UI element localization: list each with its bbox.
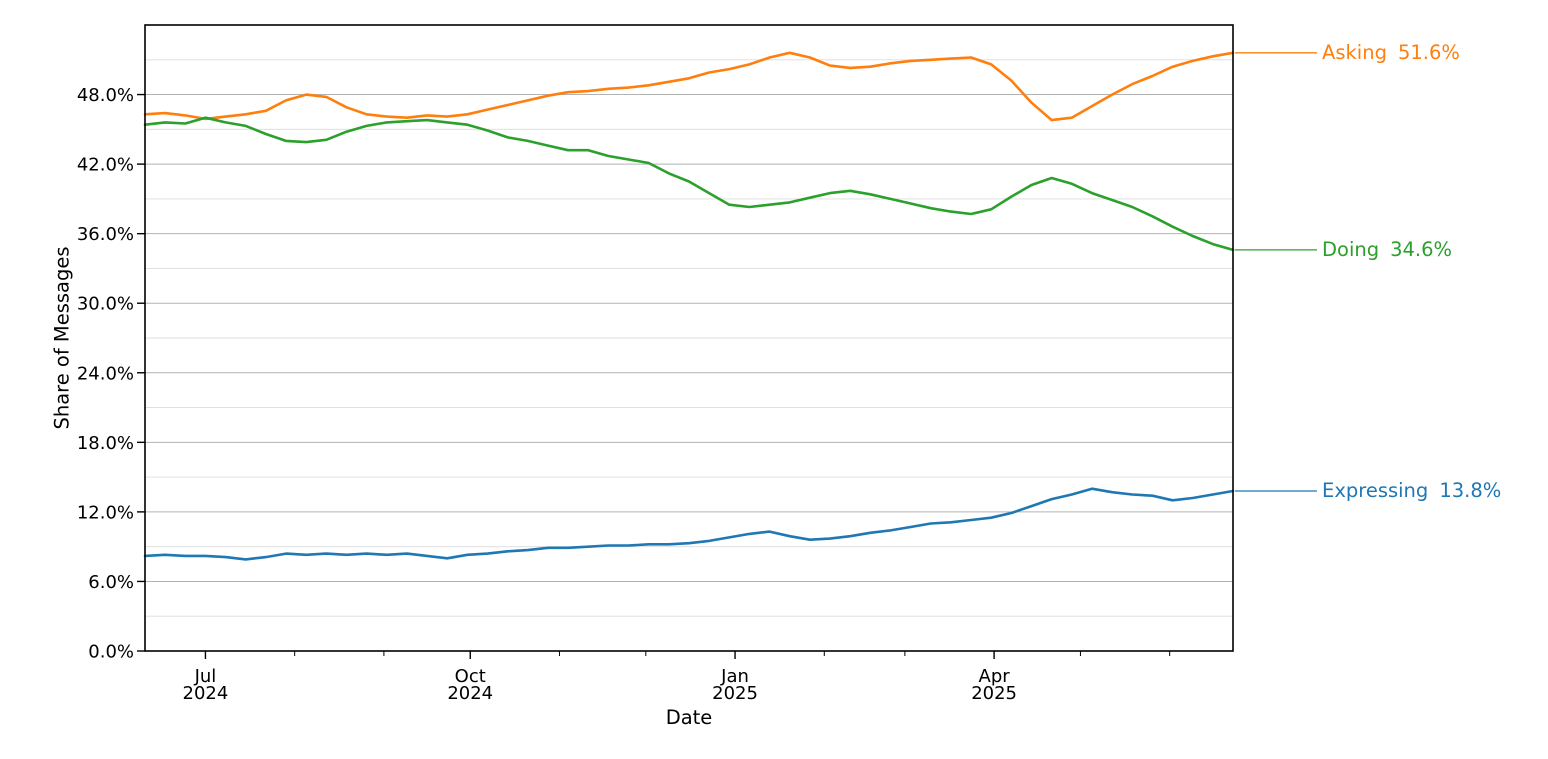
svg-text:36.0%: 36.0%	[77, 224, 134, 245]
svg-text:2024: 2024	[183, 683, 229, 704]
series-end-label-doing: Doing 34.6%	[1322, 238, 1452, 262]
series-name: Expressing	[1322, 479, 1429, 503]
svg-text:24.0%: 24.0%	[77, 363, 134, 384]
svg-text:Apr: Apr	[979, 666, 1011, 687]
svg-text:2025: 2025	[712, 683, 758, 704]
svg-text:30.0%: 30.0%	[77, 294, 134, 315]
svg-text:18.0%: 18.0%	[77, 433, 134, 454]
svg-text:2025: 2025	[971, 683, 1017, 704]
y-axis-title: Share of Messages	[50, 246, 74, 430]
series-end-value: 13.8%	[1439, 479, 1502, 503]
svg-text:42.0%: 42.0%	[77, 155, 134, 176]
svg-text:Jan: Jan	[720, 666, 749, 687]
svg-text:0.0%: 0.0%	[88, 642, 134, 663]
series-name: Doing	[1322, 237, 1380, 261]
svg-text:12.0%: 12.0%	[77, 502, 134, 523]
series-end-value: 51.6%	[1397, 40, 1460, 64]
svg-text:48.0%: 48.0%	[77, 85, 134, 106]
series-end-value: 34.6%	[1390, 237, 1453, 261]
svg-text:Jul: Jul	[194, 666, 217, 687]
series-end-label-expressing: Expressing 13.8%	[1322, 479, 1501, 503]
series-name: Asking	[1322, 40, 1387, 64]
svg-text:Oct: Oct	[455, 666, 486, 687]
x-axis-title: Date	[665, 706, 713, 729]
series-end-label-asking: Asking 51.6%	[1322, 41, 1460, 65]
svg-text:2024: 2024	[447, 683, 493, 704]
svg-text:6.0%: 6.0%	[88, 572, 134, 593]
